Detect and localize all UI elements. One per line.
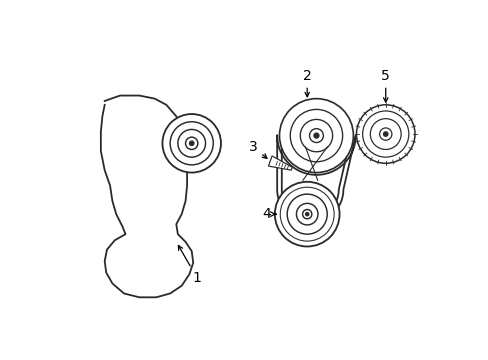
Text: 3: 3 <box>248 140 266 158</box>
Circle shape <box>189 141 193 145</box>
Circle shape <box>274 182 339 247</box>
Polygon shape <box>268 156 292 170</box>
Circle shape <box>162 114 221 172</box>
Circle shape <box>305 212 308 216</box>
Text: 2: 2 <box>302 68 311 97</box>
Polygon shape <box>277 136 355 222</box>
Circle shape <box>313 133 318 138</box>
Circle shape <box>383 132 387 136</box>
Circle shape <box>356 105 414 163</box>
Text: 5: 5 <box>381 68 389 102</box>
Circle shape <box>279 99 353 172</box>
Text: 4: 4 <box>262 207 276 221</box>
Text: 1: 1 <box>178 246 201 285</box>
